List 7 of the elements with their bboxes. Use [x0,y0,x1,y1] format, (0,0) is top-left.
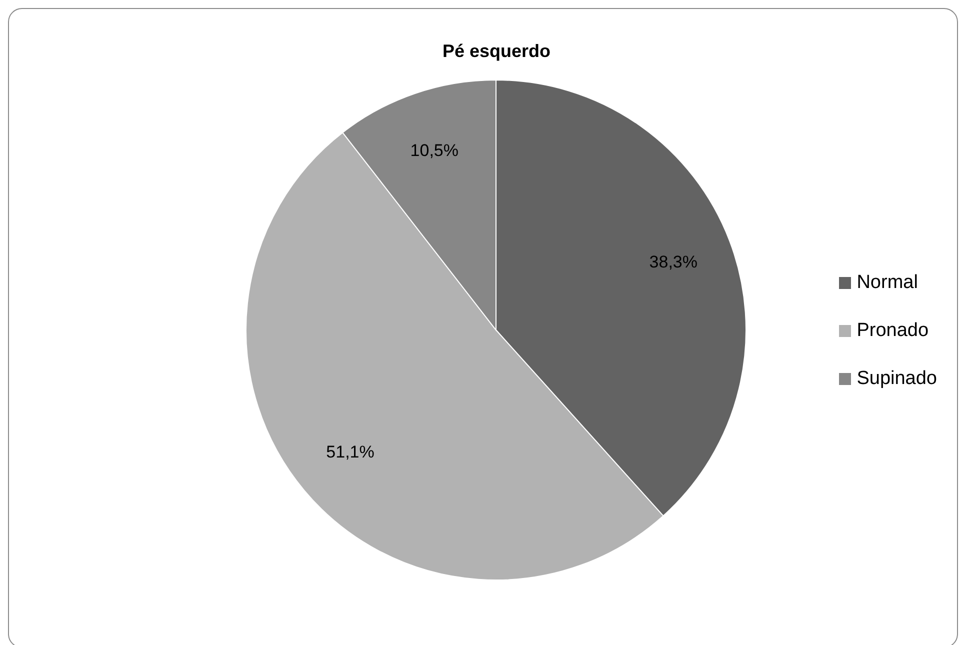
legend-label: Pronado [856,320,929,342]
data-label: 51,1% [326,442,374,462]
data-label: 38,3% [649,252,698,272]
chart-title: Pé esquerdo [441,41,552,62]
data-label: 10,5% [410,140,458,160]
legend-label: Normal [856,272,918,294]
legend-label: Supinado [856,368,937,390]
